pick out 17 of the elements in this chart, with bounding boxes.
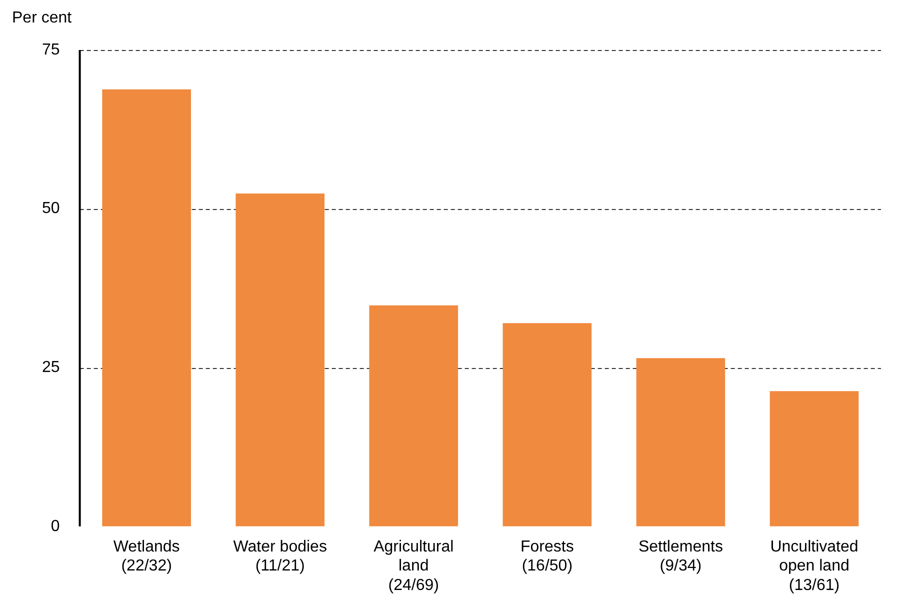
x-tick-label: Forests (16/50) xyxy=(520,538,574,575)
bar xyxy=(502,323,592,526)
x-tick-label: Wetlands (22/32) xyxy=(113,538,180,575)
bar xyxy=(236,194,324,526)
x-tick-label: Agricultural land (24/69) xyxy=(374,538,454,594)
bar xyxy=(369,305,458,526)
x-tick-label: Water bodies (11/21) xyxy=(233,538,327,575)
y-tick-label: 0 xyxy=(50,518,60,535)
bar xyxy=(102,89,191,526)
x-tick-label: Uncultivated open land (13/61) xyxy=(770,538,858,594)
y-tick-label: 25 xyxy=(42,359,60,376)
y-tick-label: 50 xyxy=(42,200,60,218)
y-axis-title: Per cent xyxy=(12,9,72,26)
bar xyxy=(636,358,726,526)
bar xyxy=(770,391,859,526)
y-tick-label: 75 xyxy=(42,41,60,58)
x-tick-label: Settlements (9/34) xyxy=(638,538,723,575)
